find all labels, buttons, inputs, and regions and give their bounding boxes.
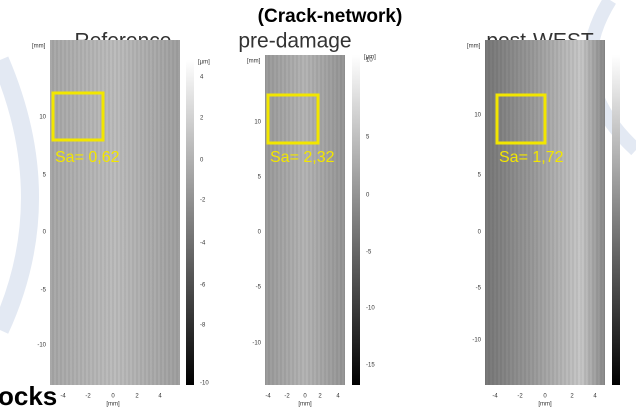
sa-value: Sa= 2,32 bbox=[270, 149, 335, 166]
colorbar-tick-label: 5 bbox=[366, 135, 370, 141]
colorbar-tick-label: -6 bbox=[200, 283, 206, 289]
x-tick-label: 4 bbox=[336, 394, 340, 400]
y-tick-label: 10 bbox=[39, 115, 46, 121]
colorbar-tick-label: -10 bbox=[200, 381, 209, 387]
colorbar-tick-label: 10 bbox=[366, 58, 373, 64]
x-tick-label: 4 bbox=[158, 394, 162, 400]
y-tick-label: 5 bbox=[478, 173, 482, 179]
y-tick-label: 5 bbox=[43, 173, 47, 179]
x-tick-label: -2 bbox=[85, 394, 91, 400]
x-tick-label: 2 bbox=[318, 394, 322, 400]
sa-value: Sa= 1,72 bbox=[499, 149, 564, 166]
x-tick-label: -2 bbox=[517, 394, 523, 400]
x-tick-label: 0 bbox=[303, 394, 307, 400]
image-texture bbox=[485, 40, 605, 385]
colorbar-unit: [µm] bbox=[198, 60, 210, 66]
y-tick-label: 10 bbox=[474, 113, 481, 119]
panel-title: pre-damage bbox=[238, 30, 351, 53]
y-tick-label: 0 bbox=[478, 230, 482, 236]
y-tick-label: 5 bbox=[258, 175, 262, 181]
x-tick-label: 0 bbox=[543, 394, 547, 400]
colorbar bbox=[352, 55, 360, 385]
x-tick-label: -4 bbox=[492, 394, 498, 400]
y-unit: [mm] bbox=[32, 44, 46, 50]
slide: (Crack-network) ocks Reference[mm]1050-5… bbox=[0, 0, 636, 410]
colorbar-tick-label: -10 bbox=[366, 306, 375, 312]
colorbar-tick-label: -5 bbox=[366, 250, 372, 256]
x-tick-label: -4 bbox=[265, 394, 271, 400]
colorbar-tick-label: 0 bbox=[366, 193, 370, 199]
y-tick-label: -5 bbox=[41, 288, 47, 294]
x-unit: [mm] bbox=[106, 402, 120, 408]
x-tick-label: 2 bbox=[570, 394, 574, 400]
panels: Reference[mm]1050-5-10-4-2024[mm][µm]420… bbox=[32, 30, 620, 408]
y-unit: [mm] bbox=[467, 44, 481, 50]
colorbar-tick-label: -2 bbox=[200, 198, 206, 204]
x-unit: [mm] bbox=[298, 402, 312, 408]
sa-value: Sa= 0,62 bbox=[55, 149, 120, 166]
colorbar-tick-label: 0 bbox=[200, 158, 204, 164]
x-tick-label: -4 bbox=[60, 394, 66, 400]
y-tick-label: -5 bbox=[256, 285, 262, 291]
y-tick-label: -10 bbox=[252, 341, 261, 347]
x-tick-label: 2 bbox=[135, 394, 139, 400]
y-tick-label: -10 bbox=[37, 343, 46, 349]
y-tick-label: 0 bbox=[258, 230, 262, 236]
y-tick-label: -5 bbox=[476, 286, 482, 292]
watermark bbox=[0, 60, 30, 330]
y-unit: [mm] bbox=[247, 59, 261, 65]
image-texture bbox=[265, 55, 345, 385]
y-tick-label: -10 bbox=[472, 338, 481, 344]
x-tick-label: 0 bbox=[111, 394, 115, 400]
colorbar-tick-label: -4 bbox=[200, 241, 206, 247]
colorbar bbox=[612, 55, 620, 385]
colorbar bbox=[186, 60, 194, 385]
colorbar-tick-label: 4 bbox=[200, 75, 204, 81]
x-tick-label: -2 bbox=[284, 394, 290, 400]
x-tick-label: 4 bbox=[593, 394, 597, 400]
y-tick-label: 0 bbox=[43, 230, 47, 236]
colorbar-tick-label: -15 bbox=[366, 363, 375, 369]
y-tick-label: 10 bbox=[254, 120, 261, 126]
colorbar-tick-label: -8 bbox=[200, 323, 206, 329]
header-title: (Crack-network) bbox=[258, 6, 403, 27]
x-unit: [mm] bbox=[538, 402, 552, 408]
cut-text: ocks bbox=[0, 381, 57, 410]
colorbar-tick-label: 2 bbox=[200, 116, 204, 122]
